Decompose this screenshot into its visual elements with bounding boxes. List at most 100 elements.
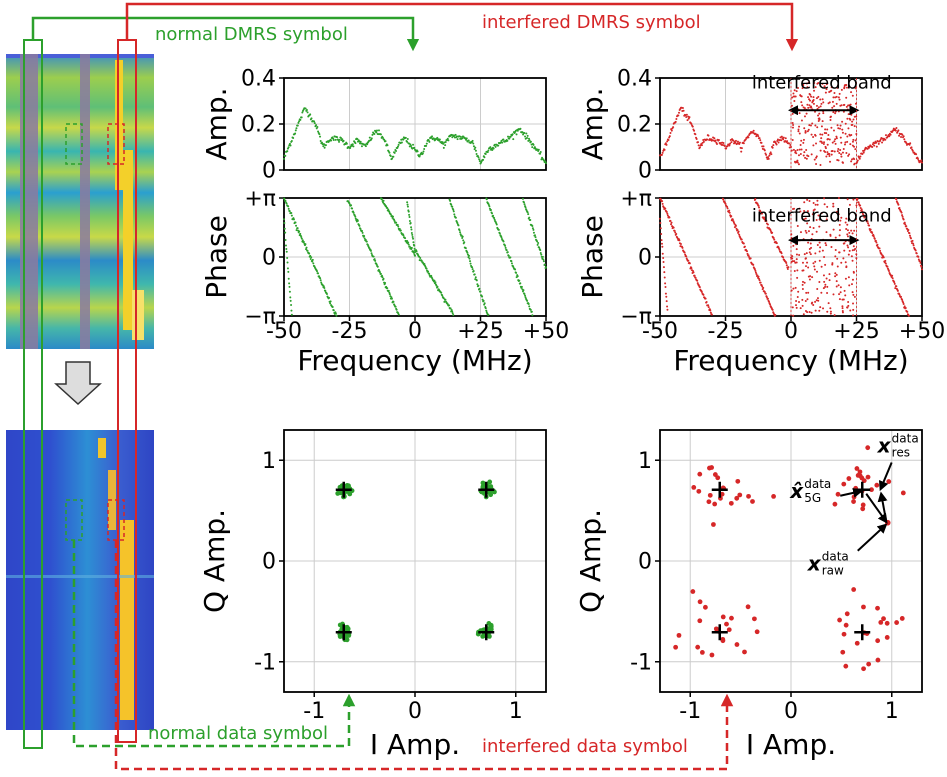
amplitude-point (827, 134, 830, 137)
phase-point (356, 219, 359, 222)
amplitude-point (824, 150, 827, 153)
amplitude-point (698, 146, 701, 149)
phase-point (481, 295, 484, 298)
amplitude-point (894, 129, 897, 132)
amplitude-point (824, 147, 827, 150)
amplitude-point (354, 142, 357, 145)
phase-point (818, 309, 821, 312)
phase-point (696, 282, 699, 285)
phase-point (542, 260, 545, 263)
amplitude-point (791, 96, 794, 99)
constellation-point (865, 474, 871, 480)
phase-point (397, 225, 400, 228)
constellation-points (673, 445, 906, 672)
phase-point (413, 244, 416, 247)
phase-point (300, 235, 303, 238)
phase-point (323, 287, 326, 290)
phase-point (834, 275, 837, 278)
amplitude-point (294, 132, 297, 135)
phase-point (911, 239, 914, 242)
phase-point (917, 255, 920, 258)
phase-point (901, 214, 904, 217)
amplitude-point (817, 82, 820, 85)
phase-point (757, 275, 760, 278)
phase-point (846, 198, 849, 201)
phase-point (818, 259, 821, 262)
phase-point (796, 276, 799, 279)
phase-point (728, 211, 731, 214)
amplitude-point (732, 139, 735, 142)
amplitude-point (800, 148, 803, 151)
phase-point (816, 244, 819, 247)
phase-point (524, 206, 527, 209)
phase-point (504, 246, 507, 249)
phase-point (856, 198, 859, 201)
phase-point (816, 287, 819, 290)
phase-point (846, 223, 849, 226)
phase-point (433, 279, 436, 282)
amplitude-point (418, 155, 421, 158)
arrow-xres (878, 462, 893, 492)
constellation-point (709, 465, 715, 470)
constellation-point (851, 499, 856, 504)
constellation-point (697, 618, 703, 624)
phase-point (825, 277, 828, 280)
phase-point (310, 256, 313, 259)
amplitude-point (828, 153, 831, 156)
constellation-point (720, 636, 726, 642)
y-tick-label: −π (244, 305, 276, 330)
phase-point (539, 251, 542, 254)
phase-point (802, 269, 805, 272)
constellation-point (734, 495, 740, 501)
phase-point (448, 304, 451, 307)
amplitude-point (770, 153, 773, 156)
amplitude-point (506, 139, 509, 142)
phase-point (799, 231, 802, 234)
phase-point (450, 203, 453, 206)
amplitude-point (707, 134, 710, 137)
phase-point (805, 231, 808, 234)
phase-point (805, 252, 808, 255)
constellation-point (337, 622, 343, 628)
phase-point (284, 199, 287, 202)
constellation-point (884, 620, 890, 626)
amplitude-point (800, 119, 803, 122)
amplitude-point (697, 144, 700, 147)
phase-point (851, 259, 854, 262)
constellation-point (900, 490, 906, 496)
phase-point (804, 217, 807, 220)
phase-point (363, 235, 366, 238)
phase-point (410, 246, 413, 249)
phase-point (389, 213, 392, 216)
constellation-point (728, 500, 734, 506)
amplitude-point (767, 156, 770, 159)
phase-point (894, 287, 897, 290)
phase-point (407, 243, 410, 246)
phase-point (661, 200, 664, 203)
amplitude-point (848, 85, 851, 88)
phase-point (795, 243, 798, 246)
phase-point (771, 308, 774, 311)
amplitude-point (663, 148, 666, 151)
phase-point (902, 301, 905, 304)
phase-point (681, 246, 684, 249)
phase-point (359, 227, 362, 230)
phase-point (804, 229, 807, 232)
phase-point (754, 269, 757, 272)
amplitude-point (416, 150, 419, 153)
amplitude-point (840, 155, 843, 158)
amplitude-point (383, 138, 386, 141)
amplitude-point (877, 142, 880, 145)
amplitude-point (832, 129, 835, 132)
x-tick-label: -25 (708, 319, 744, 344)
phase-point (824, 283, 827, 286)
phase-point (683, 251, 686, 254)
amplitude-point (364, 145, 367, 148)
amplitude-point (835, 137, 838, 140)
connectors (23, 2, 799, 771)
phase-point (816, 270, 819, 273)
amplitude-point (516, 129, 519, 132)
phase-point (774, 313, 777, 316)
phase-point (284, 231, 287, 234)
